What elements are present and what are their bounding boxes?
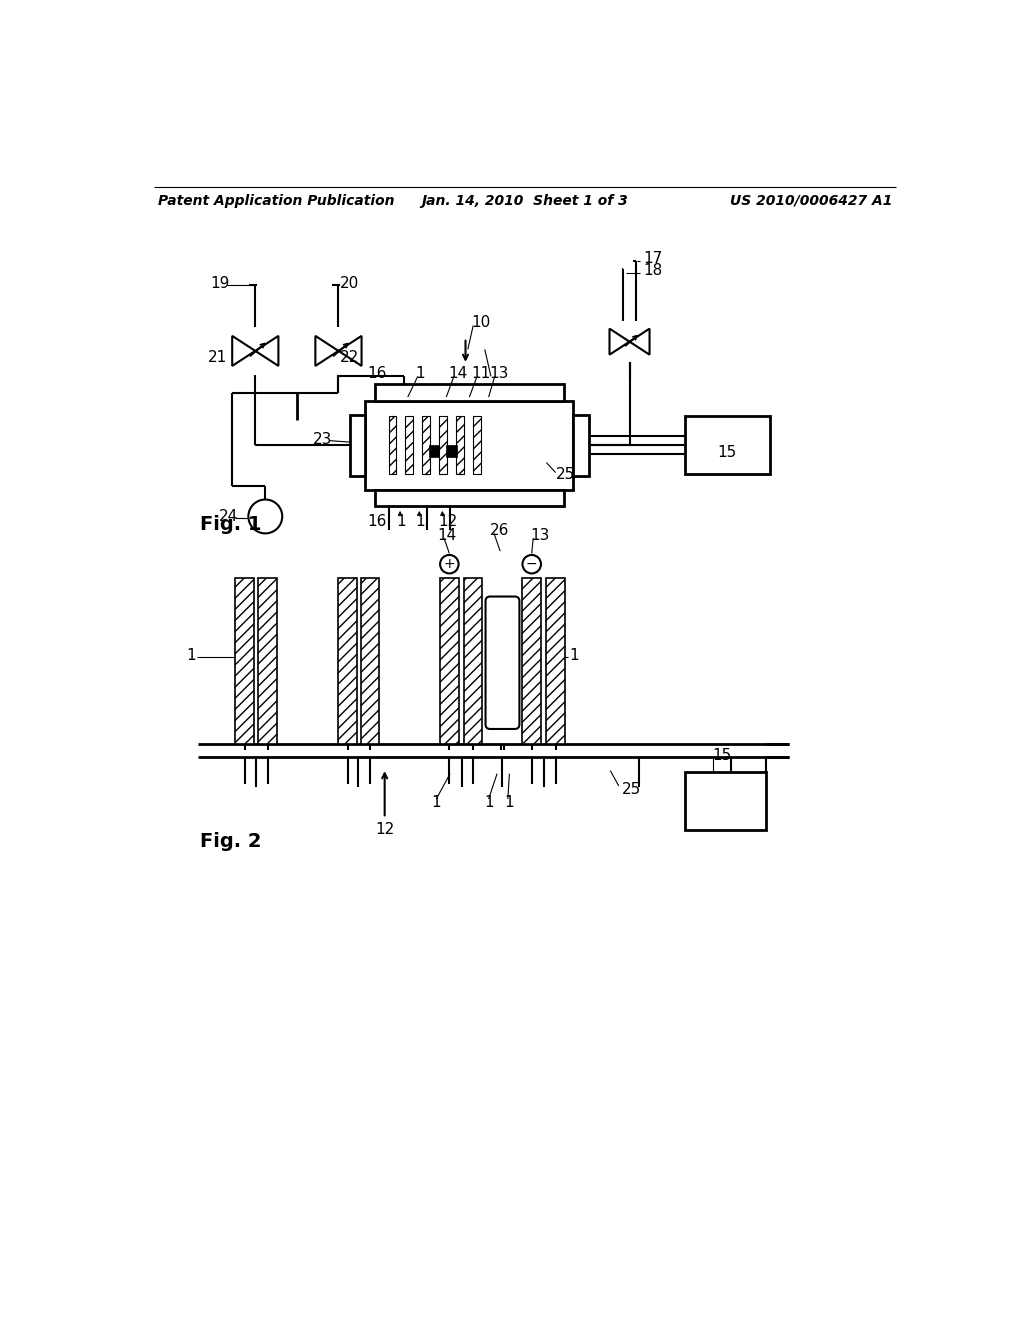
Text: 24: 24: [219, 510, 239, 524]
Bar: [573, 414, 589, 475]
Text: Jan. 14, 2010  Sheet 1 of 3: Jan. 14, 2010 Sheet 1 of 3: [422, 194, 628, 207]
Bar: [375, 384, 564, 401]
Text: 16: 16: [367, 367, 386, 381]
Text: 10: 10: [472, 315, 490, 330]
Bar: [406, 416, 413, 474]
Circle shape: [522, 554, 541, 573]
Text: 21: 21: [208, 350, 226, 364]
Bar: [473, 416, 481, 474]
Text: 19: 19: [210, 276, 229, 290]
Circle shape: [440, 554, 459, 573]
Bar: [388, 416, 396, 474]
Text: 22: 22: [340, 350, 359, 364]
Bar: [339, 578, 357, 743]
Text: 20: 20: [340, 276, 359, 290]
Text: 26: 26: [489, 523, 509, 537]
Text: US 2010/0006427 A1: US 2010/0006427 A1: [730, 194, 893, 207]
Text: 1: 1: [505, 796, 514, 810]
Bar: [522, 578, 541, 743]
Text: +: +: [443, 557, 455, 572]
Bar: [375, 490, 564, 507]
Text: 14: 14: [437, 528, 457, 544]
Text: 1: 1: [186, 648, 196, 663]
Bar: [440, 578, 459, 743]
FancyBboxPatch shape: [485, 597, 519, 729]
Bar: [429, 445, 439, 457]
Text: 1: 1: [569, 648, 580, 663]
Text: 15: 15: [718, 445, 737, 461]
Bar: [685, 772, 766, 830]
Text: 1: 1: [416, 515, 425, 529]
Text: 12: 12: [438, 515, 458, 529]
Text: 17: 17: [643, 251, 663, 267]
Text: −: −: [526, 557, 538, 572]
Bar: [258, 578, 276, 743]
Text: Fig. 2: Fig. 2: [200, 832, 261, 851]
Bar: [439, 416, 447, 474]
Text: 16: 16: [367, 515, 386, 529]
Text: 1: 1: [416, 367, 425, 381]
Bar: [350, 414, 366, 475]
Bar: [685, 416, 770, 474]
Text: Fig. 1: Fig. 1: [200, 515, 261, 533]
Bar: [457, 416, 464, 474]
Text: 25: 25: [622, 781, 641, 796]
Text: 23: 23: [313, 432, 333, 446]
Bar: [446, 445, 457, 457]
Bar: [422, 416, 430, 474]
Bar: [366, 401, 573, 490]
Text: 18: 18: [643, 263, 663, 279]
Text: 15: 15: [712, 747, 731, 763]
Text: 12: 12: [375, 822, 394, 837]
Text: 14: 14: [449, 367, 468, 381]
Text: 1: 1: [484, 796, 495, 810]
Bar: [547, 578, 565, 743]
Text: Patent Application Publication: Patent Application Publication: [158, 194, 394, 207]
Text: 25: 25: [556, 466, 575, 482]
Bar: [464, 578, 482, 743]
Text: 11: 11: [472, 367, 490, 381]
Text: 1: 1: [431, 796, 440, 810]
Text: 1: 1: [396, 515, 406, 529]
Bar: [236, 578, 254, 743]
Text: 13: 13: [530, 528, 550, 544]
Bar: [360, 578, 379, 743]
Text: 13: 13: [489, 367, 509, 381]
